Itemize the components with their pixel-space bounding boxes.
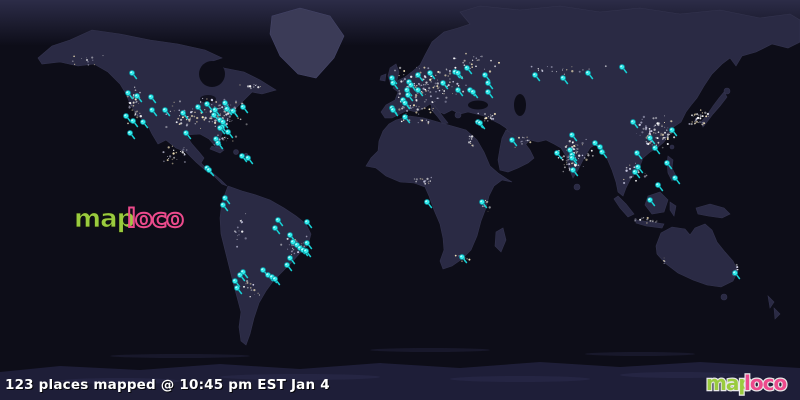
sri-lanka [573, 183, 581, 191]
java [635, 219, 665, 229]
tasmania [720, 293, 728, 301]
caspian-sea [514, 94, 526, 116]
italy [430, 102, 449, 125]
watermark-loco-text: loco [127, 204, 183, 234]
hispaniola [233, 149, 239, 155]
watermark-map-text: map [74, 204, 135, 234]
footer-logo-loco-text[interactable]: loco [743, 370, 789, 396]
eurasia [380, 5, 800, 197]
south-america [219, 185, 312, 346]
sulawesi [669, 201, 677, 217]
australia [655, 223, 739, 288]
status-bar: 123 places mapped @ 10:45 pm EST Jan 4 [5, 374, 330, 393]
taiwan [669, 144, 675, 150]
hokkaido [723, 87, 731, 95]
madagascar [494, 227, 507, 253]
new-zealand-north [767, 295, 775, 309]
ireland [379, 73, 387, 82]
black-sea [468, 100, 488, 110]
hudson-bay [199, 61, 225, 87]
cuba [209, 145, 225, 154]
footer-logo-map-text[interactable]: map [705, 370, 755, 396]
new-zealand-south [773, 307, 781, 320]
arabian-peninsula [497, 129, 535, 173]
maploco-watermark: map loco [74, 203, 186, 235]
antarctica [0, 362, 800, 400]
japan [700, 91, 728, 128]
greenland [269, 7, 345, 79]
status-text: 123 places mapped @ 10:45 pm EST Jan 4 [5, 377, 330, 393]
sumatra [613, 195, 635, 218]
greece [454, 111, 462, 119]
new-guinea [695, 203, 731, 219]
africa [365, 115, 513, 270]
maploco-logo[interactable]: map loco [705, 370, 789, 396]
continents-layer [0, 5, 800, 400]
